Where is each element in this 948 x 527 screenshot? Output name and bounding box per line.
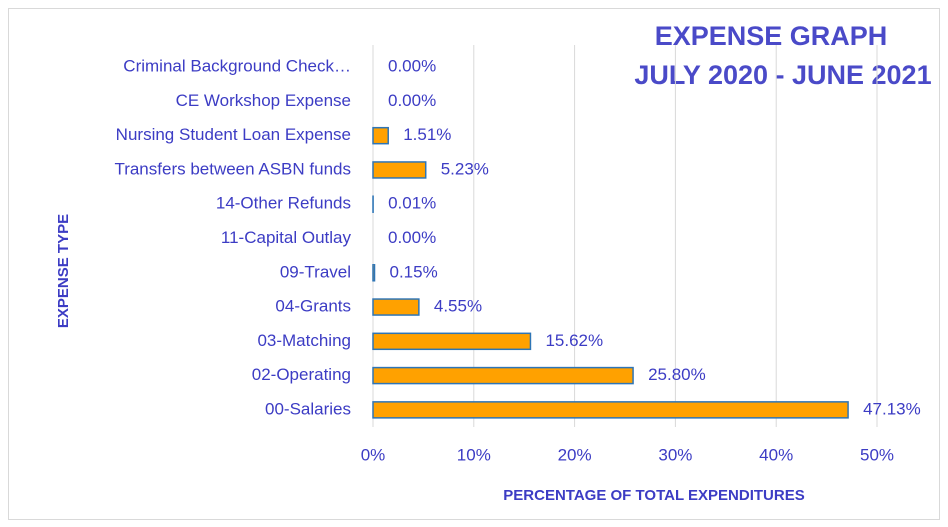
value-label: 1.51% [403,125,451,144]
bar [372,161,427,179]
y-tick-label: 00-Salaries [265,399,351,418]
value-label: 0.15% [390,262,438,281]
value-label: 0.00% [388,91,436,110]
x-tick-label: 20% [558,445,592,464]
value-label: 25.80% [648,365,706,384]
y-tick-label: 11-Capital Outlay [221,228,352,247]
y-tick-label: Criminal Background Check… [123,57,351,76]
y-tick-label: 14-Other Refunds [216,194,351,213]
x-tick-label: 10% [457,445,491,464]
value-label: 0.00% [388,57,436,76]
bar [372,126,389,145]
value-label: 47.13% [863,399,921,418]
x-tick-label: 0% [361,445,386,464]
y-tick-label: Transfers between ASBN funds [114,159,351,178]
y-tick-label: 09-Travel [280,262,351,281]
bar [372,264,376,282]
chart-subtitle: JULY 2020 - JUNE 2021 [634,60,931,90]
y-tick-label: CE Workshop Expense [176,91,351,110]
bar [372,366,634,385]
x-tick-label: 30% [658,445,692,464]
y-axis-title: EXPENSE TYPE [55,214,72,328]
bar [372,298,420,316]
bar [372,401,849,419]
y-tick-label: 04-Grants [275,297,351,316]
x-tick-label: 40% [759,445,793,464]
y-tick-label: Nursing Student Loan Expense [116,125,351,144]
y-tick-label: 02-Operating [252,365,351,384]
bar [372,332,532,351]
value-label: 0.00% [388,228,436,247]
value-label: 15.62% [545,331,603,350]
value-label: 0.01% [388,194,436,213]
x-tick-label: 50% [860,445,894,464]
value-label: 5.23% [441,159,489,178]
chart-title: EXPENSE GRAPH [655,21,888,51]
x-axis-title: PERCENTAGE OF TOTAL EXPENDITURES [503,487,804,504]
value-label: 4.55% [434,297,482,316]
y-tick-label: 03-Matching [257,331,351,350]
